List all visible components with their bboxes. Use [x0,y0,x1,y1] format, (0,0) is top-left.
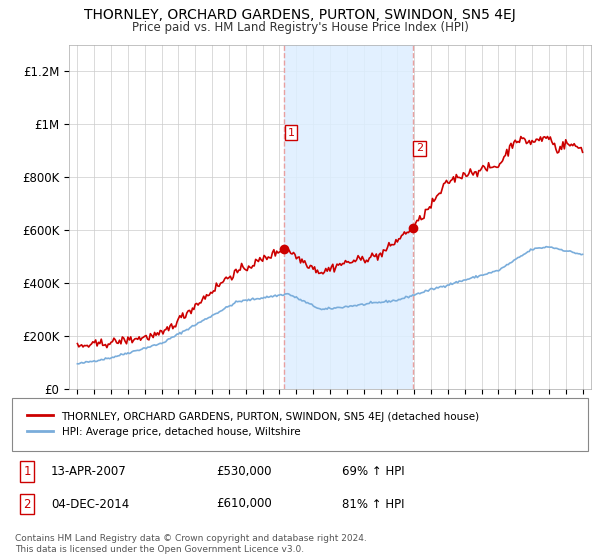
Text: 2: 2 [23,497,31,511]
Bar [284,45,413,389]
Text: £530,000: £530,000 [216,465,271,478]
Legend: THORNLEY, ORCHARD GARDENS, PURTON, SWINDON, SN5 4EJ (detached house), HPI: Avera: THORNLEY, ORCHARD GARDENS, PURTON, SWIND… [23,407,484,441]
Text: 81% ↑ HPI: 81% ↑ HPI [342,497,404,511]
FancyBboxPatch shape [12,398,588,451]
Text: 04-DEC-2014: 04-DEC-2014 [51,497,129,511]
Text: £610,000: £610,000 [216,497,272,511]
Text: Price paid vs. HM Land Registry's House Price Index (HPI): Price paid vs. HM Land Registry's House … [131,21,469,34]
Text: 1: 1 [23,465,31,478]
Text: THORNLEY, ORCHARD GARDENS, PURTON, SWINDON, SN5 4EJ: THORNLEY, ORCHARD GARDENS, PURTON, SWIND… [84,8,516,22]
Text: 2: 2 [416,143,424,153]
Text: 69% ↑ HPI: 69% ↑ HPI [342,465,404,478]
Text: Contains HM Land Registry data © Crown copyright and database right 2024.
This d: Contains HM Land Registry data © Crown c… [15,534,367,554]
Text: 1: 1 [287,128,295,138]
Text: 13-APR-2007: 13-APR-2007 [51,465,127,478]
